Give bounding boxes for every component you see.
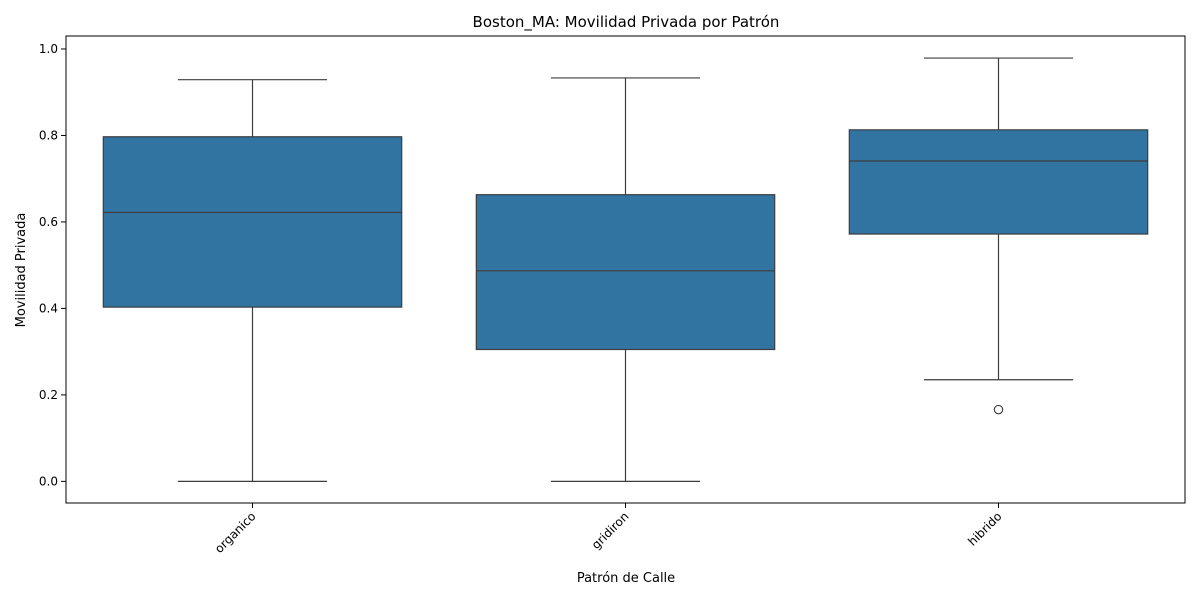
y-tick-label: 0.2: [39, 388, 58, 402]
box-iqr: [475, 194, 776, 351]
y-tick-label: 0.8: [39, 128, 58, 142]
x-tick-label: organico: [212, 509, 259, 556]
box-organico: [102, 79, 403, 482]
y-tick-label: 0.0: [39, 474, 58, 488]
box-iqr: [102, 136, 403, 308]
y-axis: 0.0 0.2 0.4 0.6 0.8 1.0: [39, 42, 66, 488]
box-gridiron: [475, 77, 776, 482]
x-axis-label: Patrón de Calle: [577, 571, 675, 586]
box-iqr: [848, 129, 1149, 235]
y-tick-label: 0.4: [39, 301, 58, 315]
box-hibrido: [848, 57, 1149, 415]
x-tick-label: hibrido: [965, 509, 1004, 548]
x-tick-label: gridiron: [589, 509, 632, 552]
outlier-point: [993, 404, 1004, 415]
y-tick-label: 0.6: [39, 215, 58, 229]
x-axis: organico gridiron hibrido: [212, 503, 1005, 556]
y-axis-label: Movilidad Privada: [14, 213, 29, 328]
y-tick-label: 1.0: [39, 42, 58, 56]
plot-area: [65, 35, 1186, 504]
chart-title: Boston_MA: Movilidad Privada por Patrón: [473, 13, 780, 32]
